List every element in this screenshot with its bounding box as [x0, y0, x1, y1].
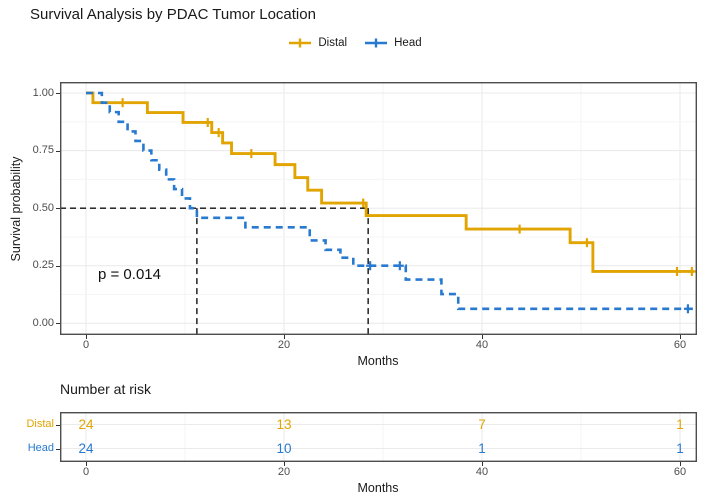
x-tick-mark — [284, 335, 286, 339]
legend-label-head: Head — [394, 37, 422, 49]
y-tick-label: 0.50 — [32, 201, 54, 214]
y-tick-mark — [56, 150, 60, 152]
legend-label-distal: Distal — [318, 37, 348, 49]
legend-item-distal: Distal — [287, 36, 347, 50]
risk-count: 24 — [78, 417, 94, 432]
x-tick-mark — [86, 335, 88, 339]
risk-count: 13 — [276, 417, 291, 432]
y-tick-mark — [56, 265, 60, 267]
risk-count: 10 — [276, 441, 291, 456]
risk-x-tick-mark — [680, 462, 682, 466]
y-tick-mark — [56, 208, 60, 210]
x-axis-title: Months — [357, 354, 399, 368]
risk-x-tick-label: 40 — [475, 466, 489, 478]
y-tick-label: 0.00 — [32, 316, 54, 329]
survival-plot-panel — [60, 82, 697, 335]
x-tick-label: 0 — [82, 339, 90, 351]
risk-x-tick-mark — [284, 462, 286, 466]
page-title: Survival Analysis by PDAC Tumor Location — [30, 6, 316, 23]
y-tick-mark — [56, 93, 60, 95]
risk-x-tick-label: 60 — [673, 466, 687, 478]
risk-count: 1 — [478, 441, 486, 456]
x-tick-mark — [680, 335, 682, 339]
y-tick-label: 0.25 — [32, 259, 54, 272]
y-tick-label: 1.00 — [32, 86, 54, 99]
y-tick-mark — [56, 323, 60, 325]
head-legend-key-icon — [365, 38, 388, 48]
p-value-annotation: p = 0.014 — [98, 266, 161, 283]
distal-curve — [86, 91, 696, 276]
risk-x-tick-label: 20 — [277, 466, 291, 478]
risk-table-panel: 24 13 7 1 24 10 1 1 — [60, 412, 697, 462]
y-tick-label: 0.75 — [32, 144, 54, 157]
risk-count: 1 — [676, 417, 684, 432]
risk-table-title: Number at risk — [60, 381, 152, 397]
legend-item-head: Head — [363, 36, 422, 50]
x-tick-label: 20 — [277, 339, 291, 351]
legend: Distal Head — [0, 36, 709, 50]
x-tick-label: 60 — [673, 339, 687, 351]
risk-count: 24 — [78, 441, 94, 456]
risk-row-label-distal: Distal — [26, 418, 54, 430]
risk-x-tick-label: 0 — [82, 466, 90, 478]
risk-row-tick-mark — [56, 448, 60, 450]
head-curve — [86, 91, 693, 314]
distal-legend-key-icon — [289, 38, 312, 48]
risk-row-label-head: Head — [27, 442, 54, 454]
risk-x-tick-mark — [482, 462, 484, 466]
risk-count: 7 — [478, 417, 486, 432]
x-tick-label: 40 — [475, 339, 489, 351]
risk-count: 1 — [676, 441, 684, 456]
risk-x-axis-title: Months — [357, 481, 399, 495]
x-tick-mark — [482, 335, 484, 339]
risk-x-tick-mark — [86, 462, 88, 466]
risk-row-tick-mark — [56, 424, 60, 426]
